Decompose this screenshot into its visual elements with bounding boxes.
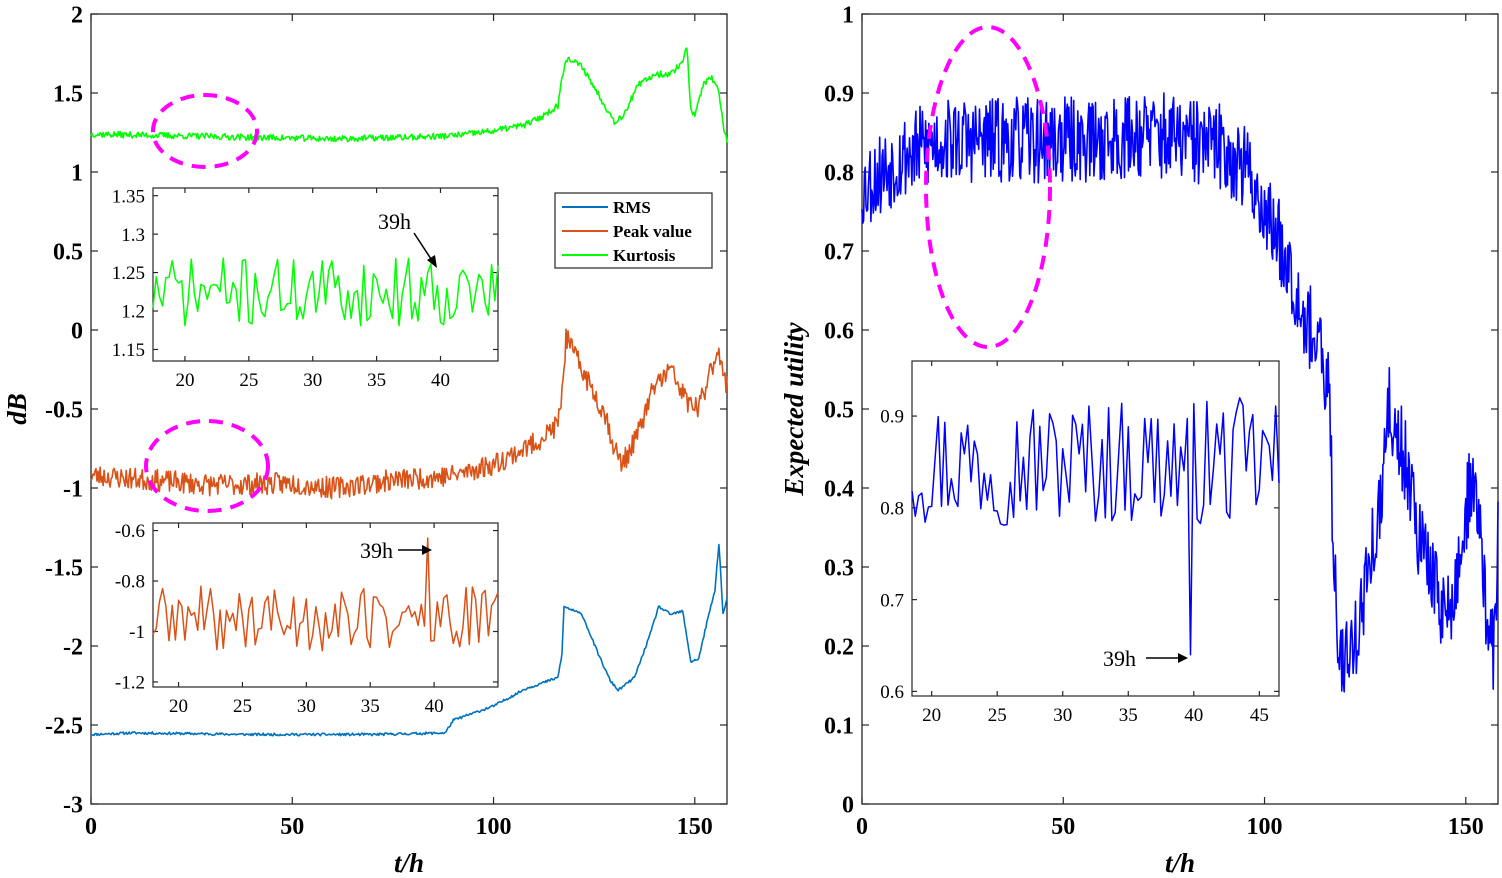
y-tick-label: -1: [129, 622, 145, 643]
legend-label-kurtosis: Kurtosis: [613, 246, 676, 265]
annotation-peak-39h: 39h: [360, 538, 432, 563]
x-tick-label: 0: [856, 814, 868, 840]
y-tick-label: 0.5: [53, 239, 83, 265]
annotation-utility-39h: 39h: [1103, 646, 1188, 671]
right-inset-frame: [911, 360, 1280, 697]
y-tick-label: 0.9: [880, 407, 904, 428]
right-inset: 20 25 30 35 40 45 0.6 0.7 0.8 0.9: [880, 361, 1280, 726]
right-y-axis-label: Expected utility: [779, 321, 809, 496]
y-tick-label: 0.1: [824, 713, 854, 739]
x-tick-label: 35: [367, 370, 386, 391]
y-tick-label: 0.3: [824, 555, 854, 581]
annotation-text: 39h: [1103, 646, 1136, 671]
x-tick-label: 50: [1051, 814, 1075, 840]
y-tick-label: 0.2: [824, 634, 854, 660]
inset-series-line: [152, 257, 499, 327]
y-tick-label: -1.5: [45, 555, 83, 581]
legend-label-rms: RMS: [613, 198, 651, 217]
series-line-kurtosis: [90, 47, 728, 143]
x-tick-label: 100: [476, 814, 512, 840]
highlight-ellipse-kurtosis: [151, 93, 259, 169]
x-tick-label: 30: [1053, 705, 1072, 726]
y-tick-label: 1: [842, 2, 854, 28]
y-tick-label: 1.2: [121, 302, 145, 323]
y-tick-label: 1.35: [112, 186, 145, 207]
annotation-arrow-head: [1178, 653, 1188, 663]
x-tick-label: 30: [303, 370, 322, 391]
x-tick-label: 20: [169, 696, 188, 717]
y-tick-label: -3: [63, 792, 83, 818]
left-inset-bottom: 20 25 30 35 40 -1.2 -1 -0.8 -0.6: [115, 521, 499, 717]
x-tick-label: 25: [239, 370, 258, 391]
y-tick-label: 0.9: [824, 81, 854, 107]
y-tick-label: 0.5: [824, 397, 854, 423]
left-inset-bottom-frame: [152, 522, 499, 688]
x-tick-label: 25: [233, 696, 252, 717]
x-tick-label: 150: [1448, 814, 1484, 840]
series-line-peak-value: [90, 328, 728, 500]
annotation-text: 39h: [360, 538, 393, 563]
series-line-rms: [90, 543, 728, 737]
annotation-arrow-line: [413, 232, 434, 263]
inset-series-line: [152, 537, 499, 652]
annotation-arrow-head: [427, 255, 437, 268]
x-tick-label: 20: [175, 370, 194, 391]
y-tick-label: -2: [63, 634, 83, 660]
y-tick-label: 0.8: [880, 498, 904, 519]
x-tick-label: 25: [988, 705, 1007, 726]
y-tick-label: 1.15: [112, 340, 145, 361]
series-line-expected-utility: [861, 92, 1499, 693]
x-tick-label: 0: [85, 814, 97, 840]
x-tick-label: 150: [677, 814, 713, 840]
annotation-text: 39h: [378, 209, 411, 234]
x-tick-label: 45: [1250, 705, 1269, 726]
right-series-lines: [861, 92, 1499, 693]
y-tick-label: -0.5: [45, 397, 83, 423]
y-tick-label: 1.5: [53, 81, 83, 107]
y-tick-label: -1: [63, 476, 83, 502]
annotation-arrow-head: [422, 545, 432, 555]
x-tick-label: 20: [922, 705, 941, 726]
left-tick-labels: 0 50 100 150 -3 -2.5 -2 -1.5 -1 -0.5 0 0.5 1 1.5 2: [45, 2, 727, 840]
inset-series-line: [911, 397, 1280, 656]
right-x-axis-label: t/h: [1165, 848, 1195, 878]
y-tick-label: 1.3: [121, 225, 145, 246]
legend-label-peak: Peak value: [613, 222, 692, 241]
x-tick-label: 100: [1247, 814, 1283, 840]
x-tick-label: 40: [1184, 705, 1203, 726]
y-tick-label: -2.5: [45, 713, 83, 739]
x-tick-label: 40: [425, 696, 444, 717]
x-tick-label: 50: [280, 814, 304, 840]
y-tick-label: 0.7: [880, 590, 904, 611]
y-tick-label: 0.6: [880, 682, 904, 703]
left-inset-top: 20 25 30 35 40 1.15 1.2 1.25 1.3 1.35: [112, 186, 499, 391]
y-tick-label: 0: [842, 792, 854, 818]
left-y-axis-label: dB: [2, 393, 32, 425]
highlight-ellipse-peak: [144, 419, 270, 513]
y-tick-label: 0.8: [824, 160, 854, 186]
annotation-kurtosis-39h: 39h: [378, 209, 437, 268]
y-tick-label: -0.8: [115, 572, 145, 593]
left-inset-top-frame: [152, 187, 499, 362]
highlight-ellipse-utility: [924, 25, 1052, 349]
y-tick-label: 2: [71, 2, 83, 28]
y-tick-label: 0.6: [824, 318, 854, 344]
x-tick-label: 30: [297, 696, 316, 717]
y-tick-label: -1.2: [115, 673, 145, 694]
left-series-lines: [90, 47, 728, 737]
right-tick-labels: 0 50 100 150 0 0.1 0.2 0.3 0.4 0.5 0.6 0.7 0.8 0.9 1: [824, 2, 1498, 840]
left-x-axis-label: t/h: [394, 848, 424, 878]
y-tick-label: 1.25: [112, 263, 145, 284]
x-tick-label: 35: [1119, 705, 1138, 726]
y-tick-label: -0.6: [115, 521, 145, 542]
y-tick-label: 1: [71, 160, 83, 186]
y-tick-label: 0: [71, 318, 83, 344]
y-tick-label: 0.4: [824, 476, 854, 502]
legend: RMS Peak value Kurtosis: [554, 192, 713, 269]
y-tick-label: 0.7: [824, 239, 854, 265]
x-tick-label: 40: [431, 370, 450, 391]
x-tick-label: 35: [361, 696, 380, 717]
